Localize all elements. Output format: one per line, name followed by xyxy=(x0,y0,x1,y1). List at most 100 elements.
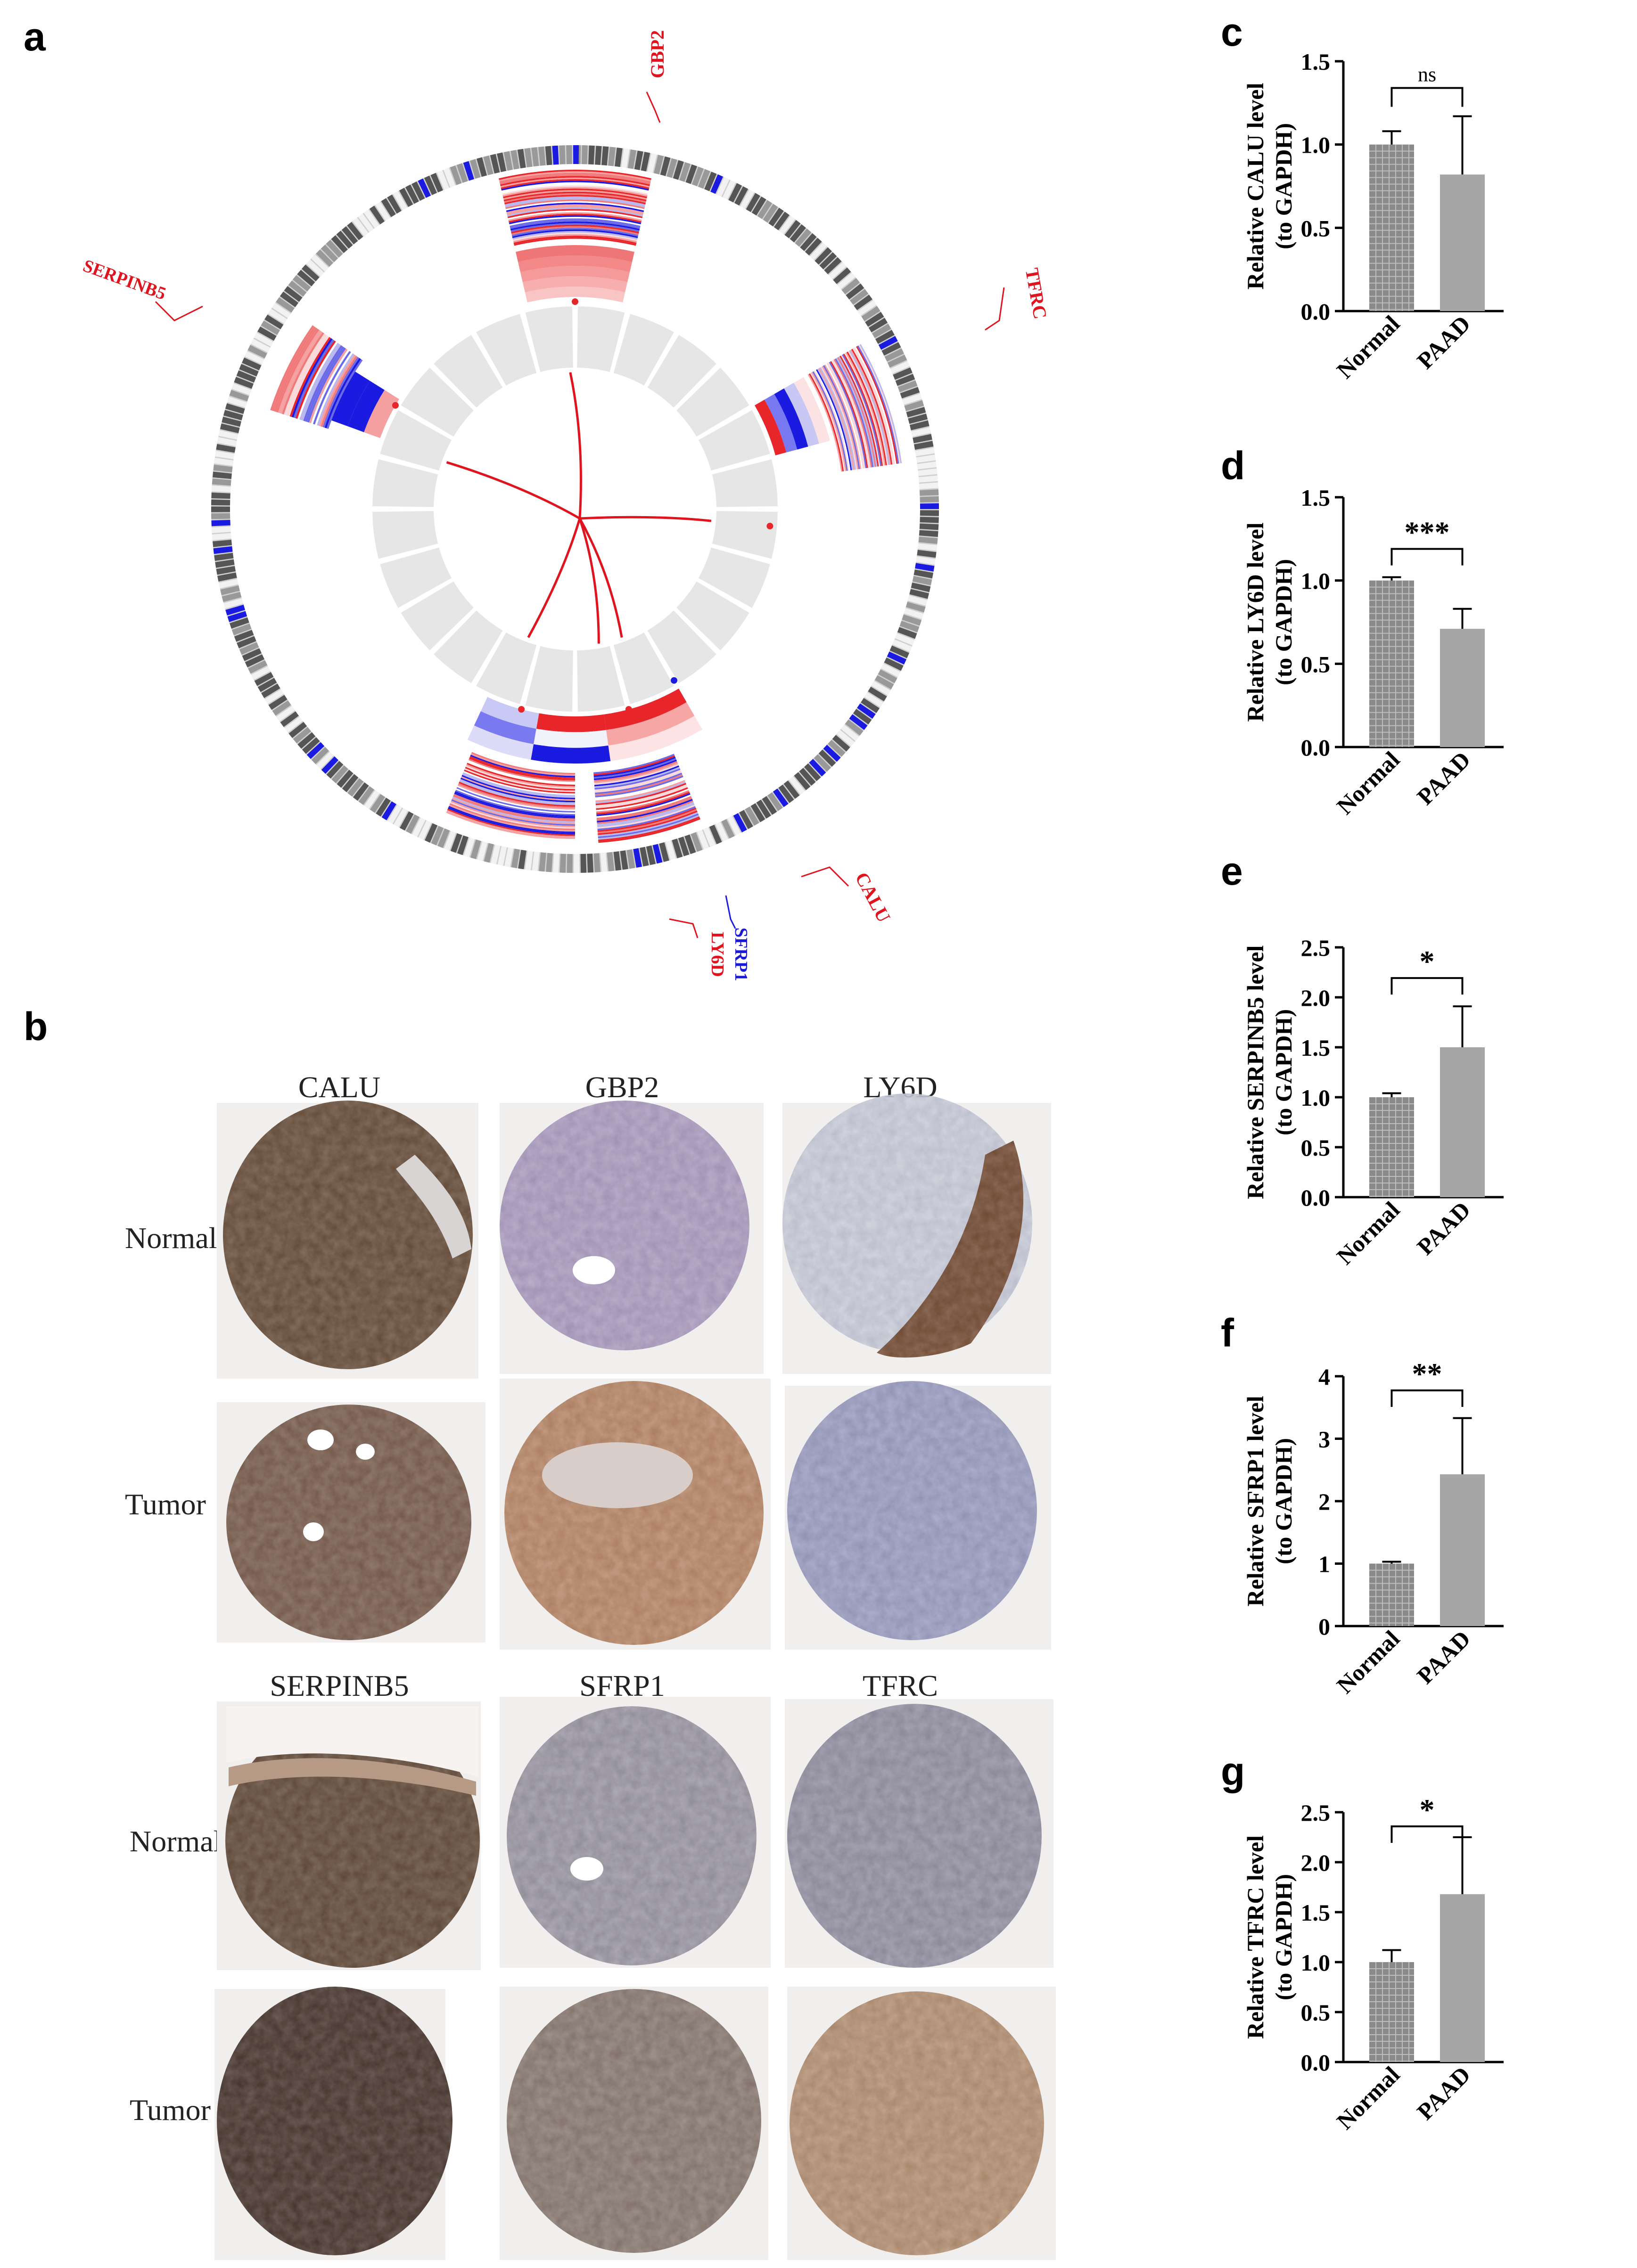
ideogram-band xyxy=(889,645,910,658)
chromosome-sector xyxy=(476,314,537,386)
heatmap-strip xyxy=(514,238,636,247)
heatmap-strip xyxy=(270,325,314,411)
ideogram-band xyxy=(916,556,936,565)
ideogram-band xyxy=(321,756,338,774)
cnv-block xyxy=(467,725,534,760)
gene-label-tfrc: TFRC xyxy=(1021,266,1051,320)
heatmap-strip xyxy=(596,791,690,815)
ideogram-band xyxy=(284,286,303,302)
gene-label-calu-text: CALU xyxy=(851,869,895,926)
ideogram-band xyxy=(716,177,730,197)
y-tick-label: 3 xyxy=(1318,1426,1330,1453)
heatmap-strip xyxy=(513,236,637,245)
heatmap-strip xyxy=(299,343,339,420)
variant-dot xyxy=(392,402,399,409)
interaction-link xyxy=(579,516,712,522)
chromosome-sector xyxy=(401,368,474,437)
ideogram-band xyxy=(211,526,231,534)
heatmap-strip xyxy=(284,333,326,415)
heatmap-strip xyxy=(593,758,676,779)
ideogram-band xyxy=(517,148,526,169)
y-tick-label: 0.0 xyxy=(1301,1184,1331,1211)
ideogram-band xyxy=(920,517,939,523)
ideogram-band xyxy=(437,828,450,848)
cnv-block xyxy=(531,744,611,764)
ideogram-band xyxy=(302,264,320,281)
heatmap-strip xyxy=(502,184,649,194)
ideogram-band xyxy=(211,513,230,519)
heatmap-strip xyxy=(595,772,683,795)
cnv-block xyxy=(604,689,687,730)
y-tick-label: 2.5 xyxy=(1301,935,1331,961)
heatmap-strip xyxy=(317,353,354,426)
heatmap-strip xyxy=(597,799,693,823)
heatmap-strip xyxy=(596,794,691,818)
chromosome-sector xyxy=(676,581,749,650)
ideogram-band xyxy=(469,159,481,179)
ideogram-band xyxy=(613,851,622,871)
heatmap-strip xyxy=(594,761,678,782)
y-tick-label: 0.5 xyxy=(1301,1134,1331,1161)
heatmap-strip xyxy=(500,176,650,186)
interaction-link xyxy=(446,461,581,520)
ideogram-band xyxy=(920,510,939,516)
ideogram-band xyxy=(878,336,898,350)
ideogram-band xyxy=(917,550,937,558)
ideogram-band xyxy=(587,854,594,873)
tissue-core-tfrc-normal xyxy=(785,1699,1053,1968)
heatmap-strip xyxy=(509,214,642,223)
histology-title-gbp2: GBP2 xyxy=(585,1070,659,1104)
ideogram-band xyxy=(412,817,426,837)
heatmap-strip xyxy=(596,790,690,814)
ideogram-band xyxy=(728,183,742,203)
heatmap-strip xyxy=(303,345,343,421)
ideogram-band xyxy=(213,546,233,554)
y-axis-label: Relative SERPINB5 level xyxy=(1242,945,1268,1199)
x-category-label: PAAD xyxy=(1412,310,1475,374)
ideogram-band xyxy=(272,700,291,716)
ideogram-band xyxy=(920,496,939,502)
ideogram-band xyxy=(654,155,664,175)
interaction-link xyxy=(578,518,600,644)
ideogram-band xyxy=(347,778,364,797)
tissue-core-tfrc-tumor xyxy=(787,1987,1056,2260)
tissue-core-gbp2-tumor xyxy=(500,1379,771,1650)
histology-panel: CALU GBP2 LY6D SERPINB5 SFRP1 TFRC Norma… xyxy=(0,1013,1084,2268)
panel-label-e: e xyxy=(1221,849,1243,893)
chromosome-sector xyxy=(712,511,778,559)
ideogram-band xyxy=(211,499,230,506)
ideogram-band xyxy=(227,396,247,408)
y-tick-label: 1.5 xyxy=(1301,1899,1331,1926)
heatmap-strip xyxy=(322,357,360,428)
ideogram-band xyxy=(715,822,729,842)
ideogram-band xyxy=(633,848,642,868)
ideogram-band xyxy=(850,289,869,305)
variant-dot xyxy=(671,677,677,684)
ideogram-band xyxy=(593,853,601,872)
significance-label: ** xyxy=(1412,1357,1442,1390)
heatmap-strip xyxy=(594,765,680,787)
ideogram-band xyxy=(297,270,315,287)
ideogram-band xyxy=(352,217,369,236)
row-label-normal-top: Normal xyxy=(125,1221,217,1255)
interaction-link xyxy=(569,372,582,519)
ideogram-band xyxy=(685,164,697,184)
heatmap-strip xyxy=(274,327,318,412)
ideogram-band xyxy=(601,146,609,166)
heatmap-strip xyxy=(502,185,648,196)
heatmap-strip xyxy=(595,774,683,796)
ideogram-band xyxy=(219,579,239,589)
ideogram-band xyxy=(418,178,431,198)
heatmap-strip xyxy=(511,228,639,237)
ideogram-band xyxy=(306,742,325,759)
ideogram-band xyxy=(242,648,262,661)
ideogram-band xyxy=(841,278,860,295)
label-callout xyxy=(801,866,849,887)
ideogram-band xyxy=(215,451,235,460)
significance-bracket xyxy=(1390,87,1464,107)
ideogram-band xyxy=(890,361,910,374)
cnv-block xyxy=(474,711,536,744)
ideogram-band xyxy=(872,324,891,338)
ideogram-band xyxy=(559,145,566,164)
y-tick-label: 2 xyxy=(1318,1488,1330,1515)
